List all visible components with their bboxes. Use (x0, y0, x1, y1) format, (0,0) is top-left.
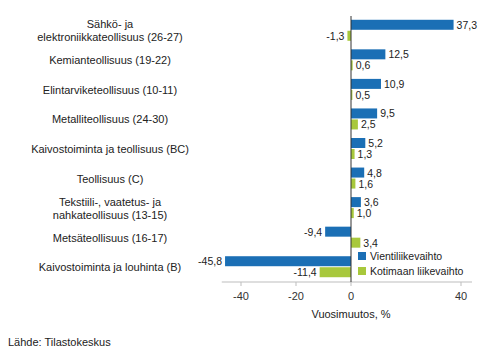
category-label: Metalliteollisuus (24-30) (52, 113, 168, 125)
data-label: 0,6 (356, 59, 371, 71)
category-label-line: Metsäteollisuus (16-17) (53, 232, 167, 244)
category-label-line: Metalliteollisuus (24-30) (52, 113, 168, 125)
category-label: Teollisuus (C) (77, 173, 144, 185)
category-label-line: Sähkö- ja (87, 18, 134, 30)
data-label: 1,6 (358, 178, 373, 190)
data-labels: 37,312,510,99,55,24,83,6-9,4-45,8-1,30,6… (198, 19, 477, 278)
category-label-line: Tekstiili-, vaatetus- ja (59, 196, 162, 208)
data-label: 3,4 (363, 237, 378, 249)
source: Lähde: Tilastokeskus (8, 336, 111, 348)
category-label-line: Kaivostoiminta ja louhinta (B) (39, 261, 181, 273)
category-label-line: elektroniikkateollisuus (26-27) (37, 31, 183, 43)
data-label: 12,5 (388, 48, 409, 60)
category-label-line: Teollisuus (C) (77, 173, 144, 185)
tick (241, 282, 242, 286)
bar (325, 227, 351, 237)
tick-label: 40 (455, 290, 467, 302)
bar (351, 79, 381, 89)
data-label: 1,3 (358, 148, 373, 160)
data-label: 0,5 (355, 89, 370, 101)
bar (351, 238, 360, 248)
bar (351, 20, 454, 30)
bar (351, 179, 355, 189)
tick (351, 282, 352, 286)
category-label: Tekstiili-, vaatetus- janahkateollisuus … (53, 196, 167, 221)
bar (320, 267, 351, 277)
x-axis-label: Vuosimuutos, % (311, 308, 390, 320)
tick (461, 282, 462, 286)
tick-label: -40 (233, 290, 249, 302)
category-label-line: Kaivostoiminta ja teollisuus (BC) (31, 143, 189, 155)
data-label: 10,9 (384, 78, 405, 90)
tick (296, 282, 297, 286)
data-label: 37,3 (457, 19, 478, 31)
category-label: Kaivostoiminta ja louhinta (B) (39, 261, 181, 273)
bar (351, 168, 364, 178)
category-label: Kaivostoiminta ja teollisuus (BC) (31, 143, 189, 155)
bar (351, 108, 377, 118)
bar (347, 31, 351, 41)
data-label: -9,4 (304, 226, 322, 238)
bar (225, 256, 351, 266)
category-label-line: Elintarviketeollisuus (10-11) (43, 84, 177, 96)
category-label: Elintarviketeollisuus (10-11) (43, 84, 177, 96)
legend-swatch (358, 252, 366, 260)
bar (351, 119, 358, 129)
category-label: Metsäteollisuus (16-17) (53, 232, 167, 244)
bar (351, 49, 385, 59)
tick-label: -20 (288, 290, 304, 302)
category-label: Sähkö- jaelektroniikkateollisuus (26-27) (37, 18, 183, 43)
legend-label: Kotimaan liikevaihto (370, 265, 464, 277)
bar (351, 138, 365, 148)
data-label: -11,4 (293, 266, 316, 278)
category-label-line: nahkateollisuus (13-15) (53, 209, 167, 221)
category-label: Kemianteollisuus (19-22) (49, 54, 171, 66)
bars (225, 20, 454, 277)
category-label-line: Kemianteollisuus (19-22) (49, 54, 171, 66)
data-label: -45,8 (198, 255, 222, 267)
legend-swatch (358, 267, 366, 275)
legend-label: Vientiliikevaihto (370, 250, 442, 262)
bar (351, 197, 361, 207)
chart: -40-2004037,312,510,99,55,24,83,6-9,4-45… (0, 0, 493, 360)
zero-line (351, 16, 352, 282)
data-label: 1,0 (357, 207, 372, 219)
data-label: -1,3 (326, 30, 344, 42)
data-label: 9,5 (380, 107, 395, 119)
x-axis-line (222, 282, 472, 283)
tick-label: 0 (348, 290, 354, 302)
legend: Vientiliikevaihto Kotimaan liikevaihto (358, 250, 464, 277)
data-label: 2,5 (361, 118, 376, 130)
bar (351, 149, 355, 159)
